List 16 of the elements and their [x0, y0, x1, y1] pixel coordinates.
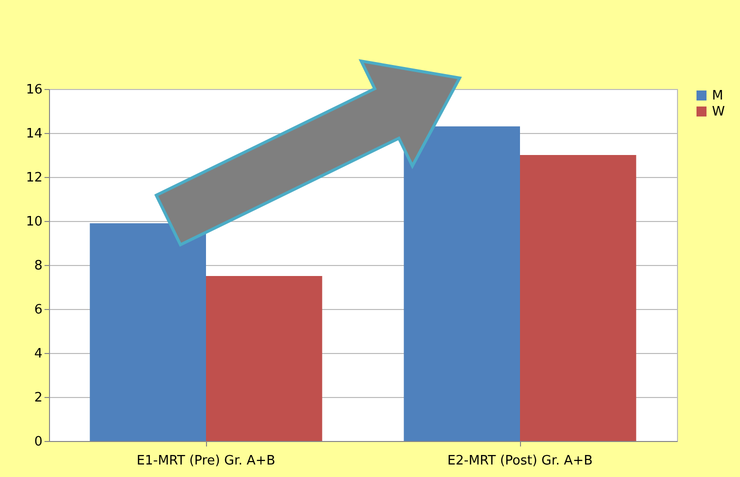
y-tick-label: 8 — [34, 258, 42, 274]
y-tick-label: 6 — [34, 302, 42, 318]
y-tick-label: 0 — [34, 434, 42, 450]
bar — [520, 155, 636, 441]
y-tick-label: 12 — [26, 170, 42, 186]
y-tick-label: 14 — [26, 126, 42, 142]
y-tick-label: 2 — [34, 390, 42, 406]
bar — [206, 276, 322, 441]
legend-label: M — [712, 88, 724, 104]
bar — [90, 223, 206, 441]
legend-label: W — [712, 104, 725, 120]
y-tick-label: 4 — [34, 346, 42, 362]
x-tick-label: E2-MRT (Post) Gr. A+B — [447, 454, 593, 468]
x-tick-label: E1-MRT (Pre) Gr. A+B — [136, 454, 276, 468]
y-tick-label: 10 — [26, 214, 42, 230]
y-tick-label: 16 — [26, 82, 42, 98]
